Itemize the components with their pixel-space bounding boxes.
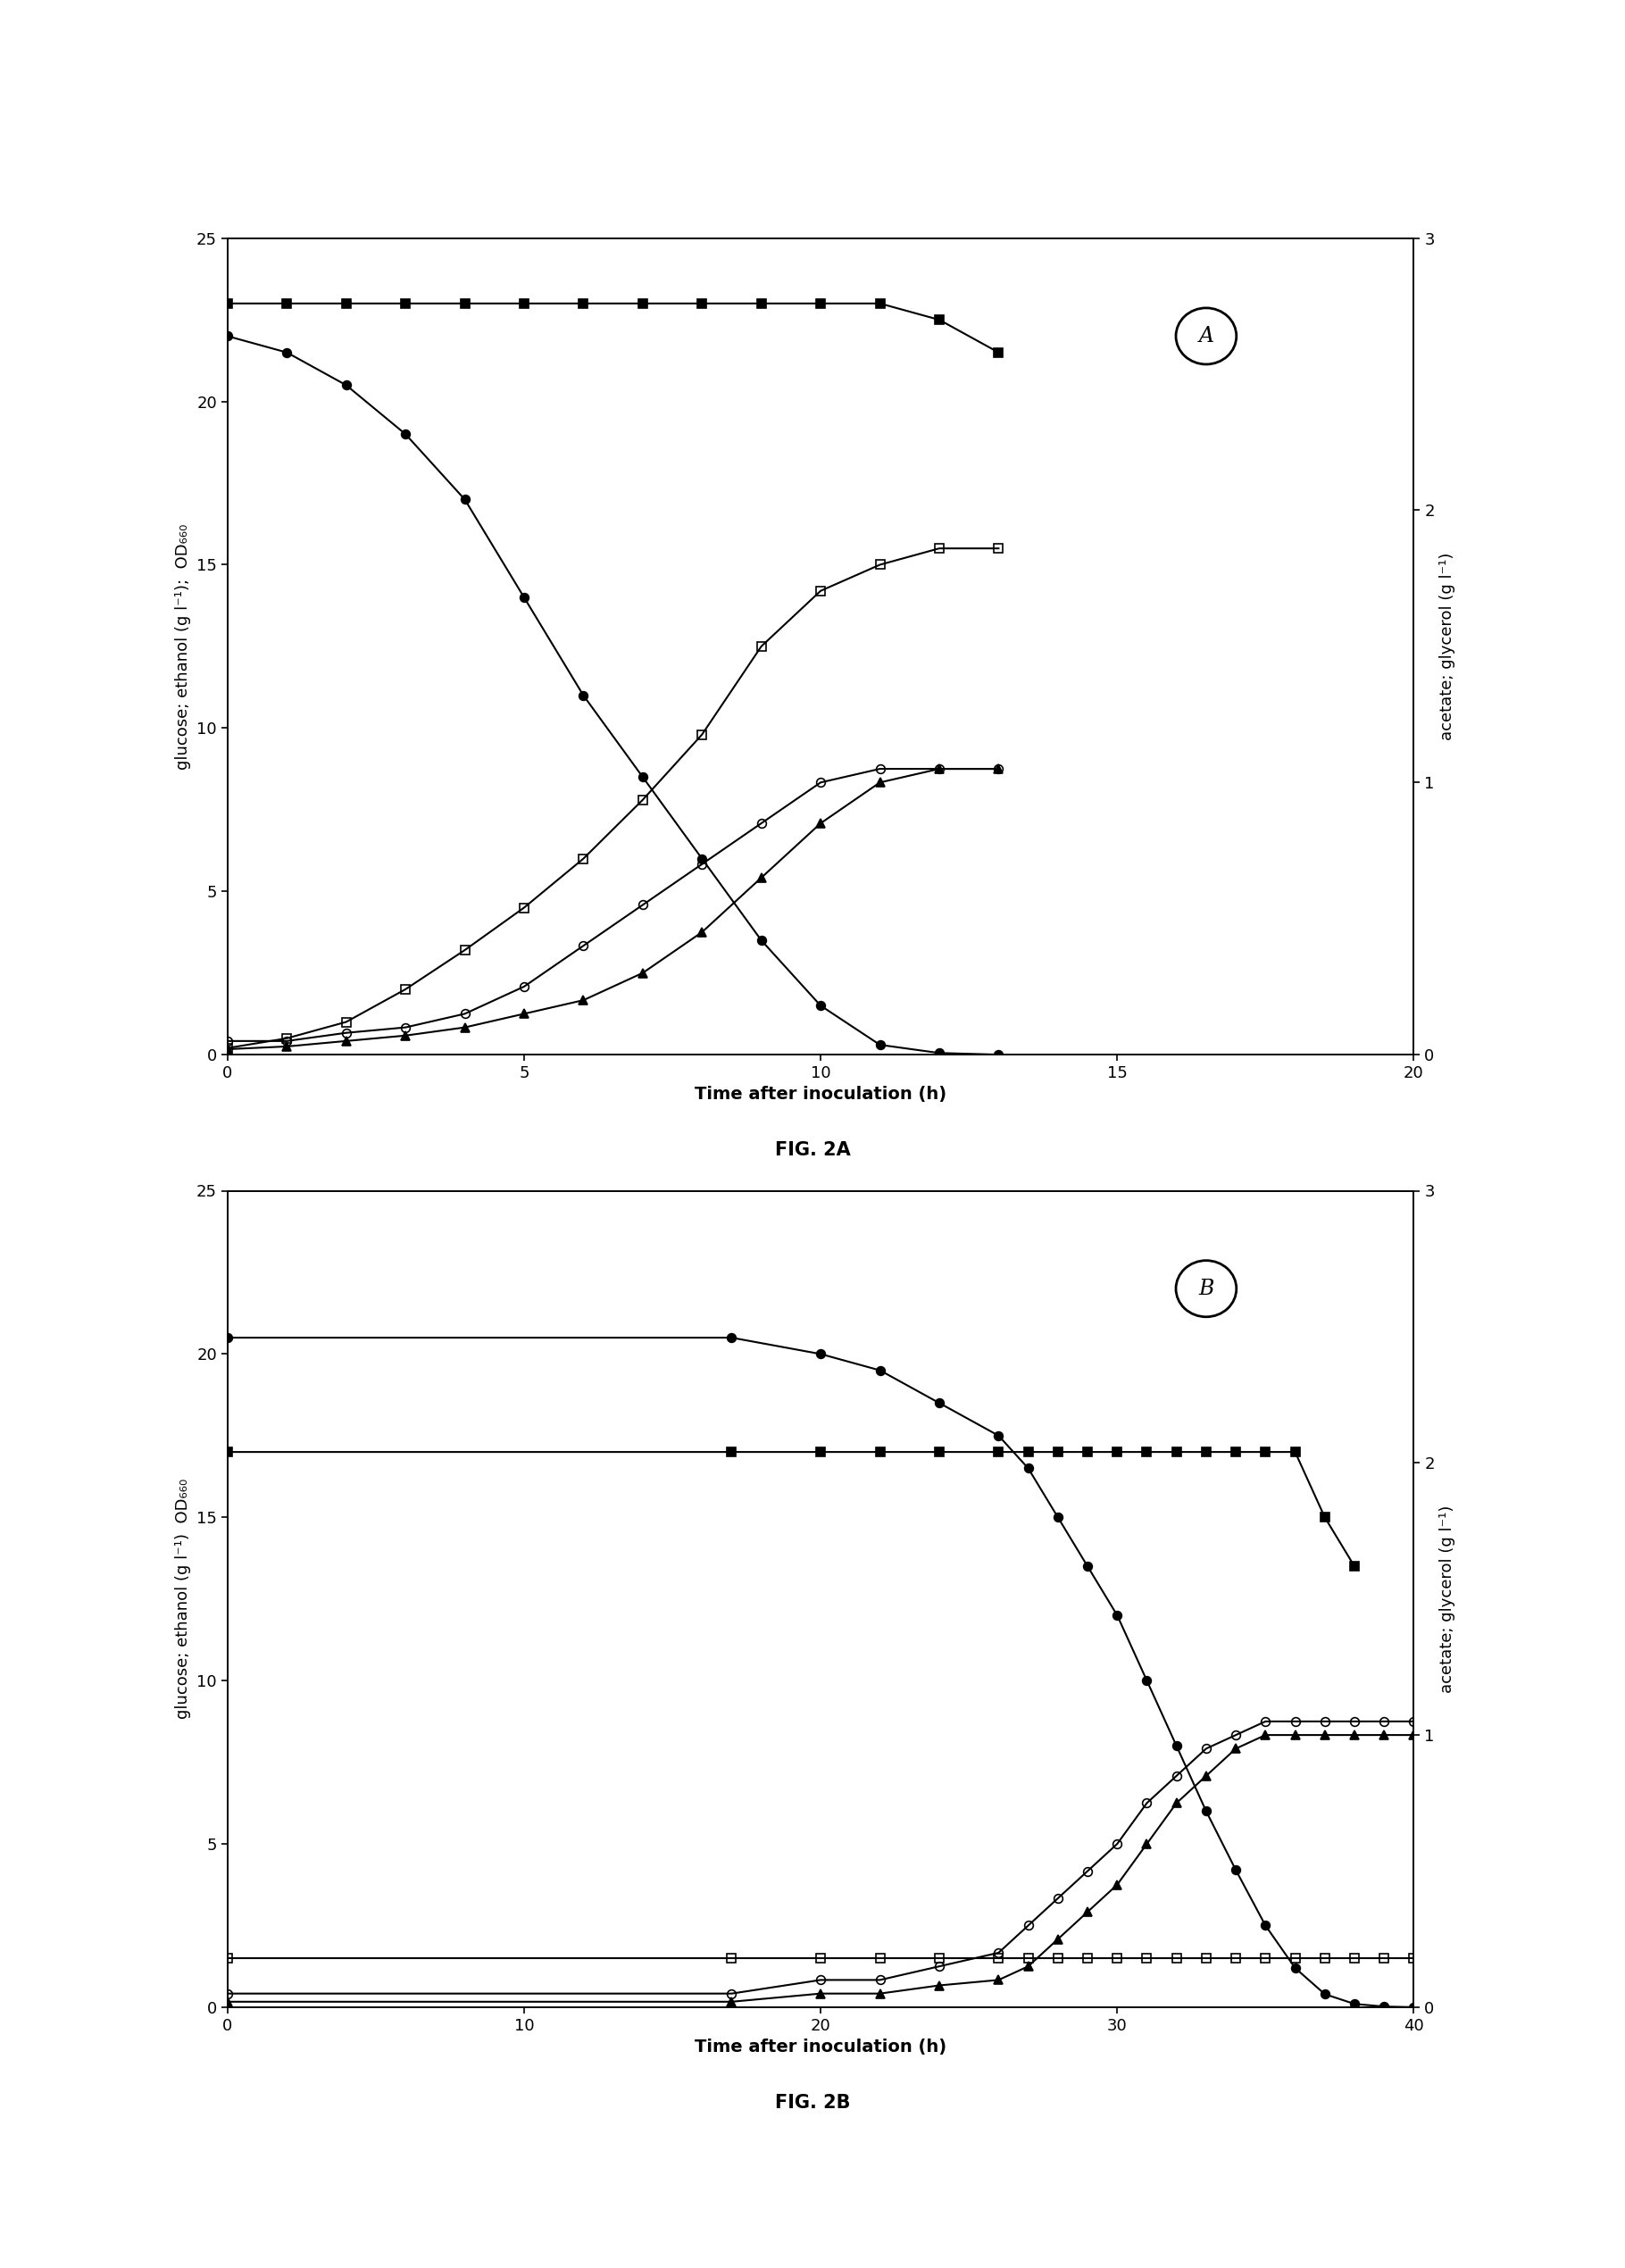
Text: B: B [1198,1279,1214,1300]
Y-axis label: glucose; ethanol (g l⁻¹)  OD₆₆₀: glucose; ethanol (g l⁻¹) OD₆₆₀ [176,1479,192,1719]
Text: A: A [1199,327,1214,347]
Y-axis label: glucose; ethanol (g l⁻¹);  OD₆₆₀: glucose; ethanol (g l⁻¹); OD₆₆₀ [176,524,192,769]
X-axis label: Time after inoculation (h): Time after inoculation (h) [694,1086,947,1102]
X-axis label: Time after inoculation (h): Time after inoculation (h) [694,2039,947,2055]
Text: FIG. 2A: FIG. 2A [775,1141,850,1159]
Text: FIG. 2B: FIG. 2B [775,2093,850,2112]
Y-axis label: acetate; glycerol (g l⁻¹): acetate; glycerol (g l⁻¹) [1440,553,1456,739]
Y-axis label: acetate; glycerol (g l⁻¹): acetate; glycerol (g l⁻¹) [1440,1506,1456,1692]
